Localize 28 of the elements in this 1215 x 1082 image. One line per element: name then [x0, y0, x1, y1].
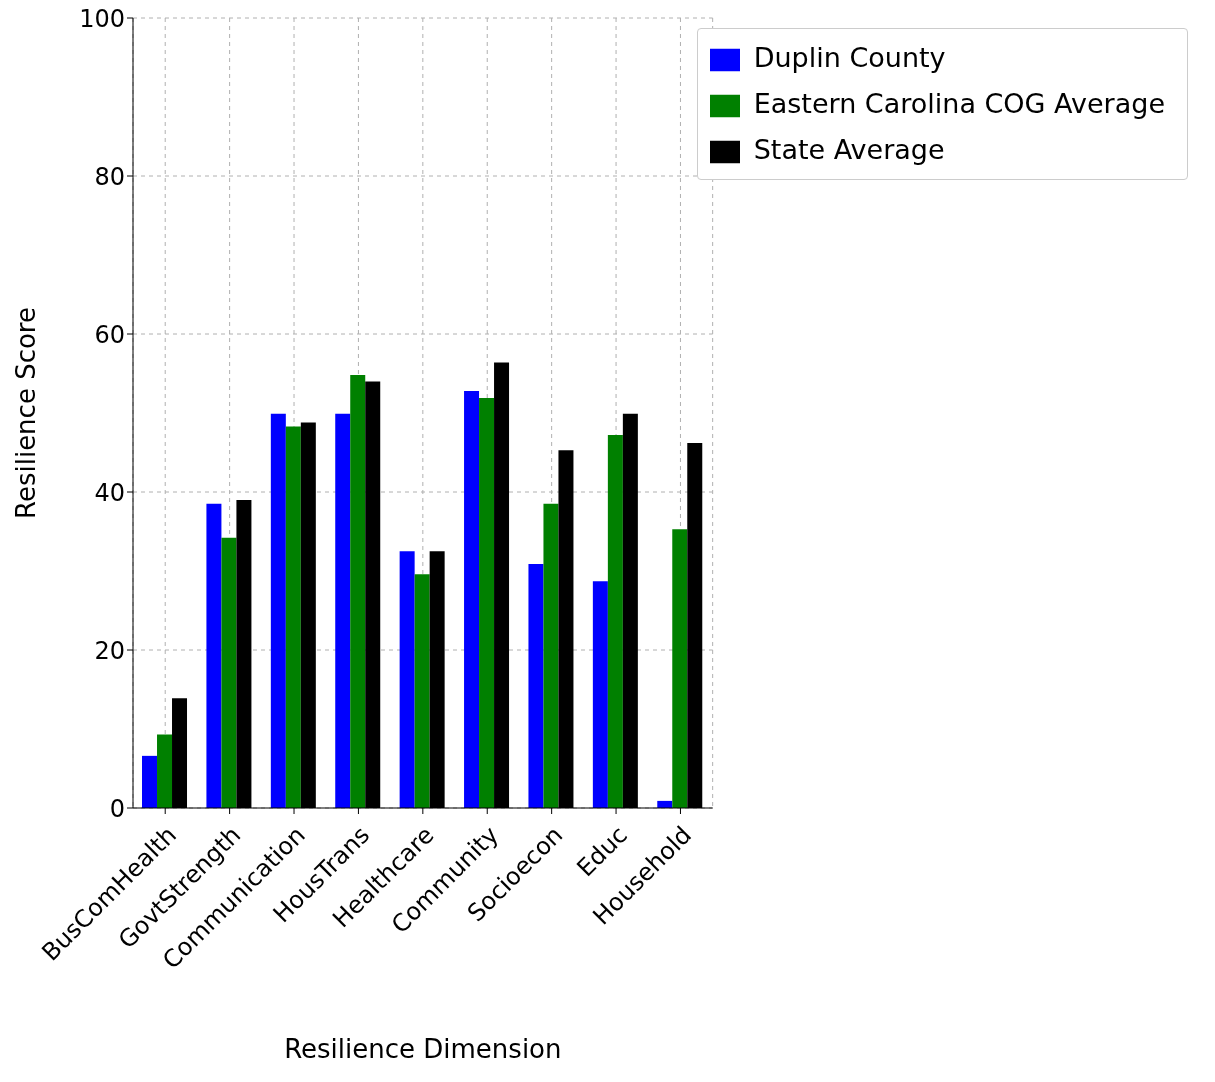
bar — [479, 397, 495, 808]
bar — [592, 581, 608, 808]
bar — [285, 426, 301, 808]
y-tick-label: 100 — [79, 4, 125, 33]
bar — [399, 551, 415, 808]
bar — [221, 537, 237, 808]
bar — [607, 435, 623, 808]
x-axis-title: Resilience Dimension — [284, 1034, 562, 1064]
y-tick-label: 60 — [94, 320, 125, 349]
legend-label: Duplin County — [753, 42, 946, 73]
bar — [672, 529, 688, 808]
bar — [157, 734, 173, 808]
bar — [270, 413, 286, 808]
y-tick-label: 20 — [94, 636, 125, 665]
bar — [206, 503, 222, 808]
bar — [543, 503, 559, 808]
bar — [142, 755, 158, 808]
y-tick-label: 40 — [94, 478, 125, 507]
y-tick-label: 0 — [109, 794, 125, 823]
bar — [350, 375, 366, 808]
bar — [414, 574, 430, 808]
bar — [464, 390, 480, 808]
y-tick-label: 80 — [94, 162, 125, 191]
bar — [335, 413, 351, 808]
legend-label: State Average — [753, 134, 945, 165]
bar — [528, 563, 544, 808]
legend-label: Eastern Carolina COG Average — [753, 88, 1165, 119]
y-axis-title: Resilience Score — [11, 307, 42, 519]
